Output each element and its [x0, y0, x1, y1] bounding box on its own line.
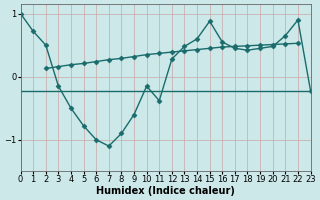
X-axis label: Humidex (Indice chaleur): Humidex (Indice chaleur) [96, 186, 235, 196]
